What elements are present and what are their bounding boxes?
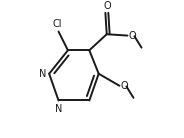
Text: Cl: Cl bbox=[52, 19, 62, 29]
Text: O: O bbox=[120, 81, 128, 91]
Text: O: O bbox=[103, 1, 111, 11]
Text: N: N bbox=[55, 104, 62, 114]
Text: N: N bbox=[39, 69, 46, 79]
Text: O: O bbox=[128, 31, 136, 41]
